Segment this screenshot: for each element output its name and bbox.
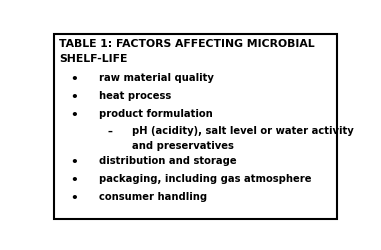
- Text: •: •: [70, 91, 78, 104]
- Text: heat process: heat process: [99, 91, 171, 101]
- Text: TABLE 1: FACTORS AFFECTING MICROBIAL: TABLE 1: FACTORS AFFECTING MICROBIAL: [59, 39, 315, 49]
- Text: and preservatives: and preservatives: [132, 142, 234, 152]
- Text: •: •: [70, 192, 78, 205]
- FancyBboxPatch shape: [53, 34, 337, 219]
- Text: packaging, including gas atmosphere: packaging, including gas atmosphere: [99, 174, 312, 184]
- Text: •: •: [70, 109, 78, 122]
- Text: raw material quality: raw material quality: [99, 73, 214, 83]
- Text: consumer handling: consumer handling: [99, 192, 207, 202]
- Text: SHELF-LIFE: SHELF-LIFE: [59, 54, 128, 64]
- Text: –: –: [107, 126, 112, 136]
- Text: distribution and storage: distribution and storage: [99, 156, 237, 166]
- Text: product formulation: product formulation: [99, 109, 213, 119]
- Text: •: •: [70, 174, 78, 187]
- Text: •: •: [70, 73, 78, 86]
- Text: •: •: [70, 156, 78, 170]
- Text: pH (acidity), salt level or water activity: pH (acidity), salt level or water activi…: [132, 126, 354, 136]
